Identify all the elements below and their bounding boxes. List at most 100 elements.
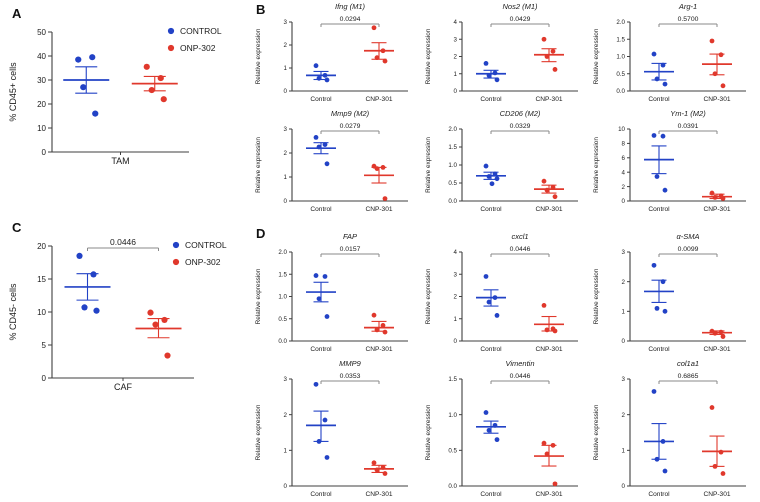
x-category-label: CNP-301 xyxy=(365,346,392,353)
legend-dot xyxy=(172,241,180,249)
x-category-label: Control xyxy=(310,96,332,103)
x-category-label: CNP-301 xyxy=(365,491,392,498)
y-tick-label: 15 xyxy=(37,275,46,284)
legend-label: CONTROL xyxy=(180,26,222,36)
data-point xyxy=(651,133,657,138)
y-axis-title: Relative expression xyxy=(593,268,600,324)
data-point xyxy=(486,73,492,78)
y-axis-title: Relative expression xyxy=(593,137,600,193)
panel-d-mmp9-chart: 0 1 2 3 Relative expression MMP9 0.0353 Control… xyxy=(255,359,408,498)
data-point xyxy=(90,271,97,278)
data-point xyxy=(550,48,556,54)
legend-label: ONP-302 xyxy=(185,257,221,267)
data-point xyxy=(712,463,718,469)
y-tick-label: 20 xyxy=(37,242,46,251)
data-point xyxy=(148,86,155,94)
y-axis-title: Relative expression xyxy=(593,28,600,84)
data-point xyxy=(494,313,500,318)
legend-label: ONP-302 xyxy=(180,43,216,53)
chart-title: α-SMA xyxy=(676,232,699,241)
data-point xyxy=(89,54,96,61)
panel-label-a: A xyxy=(12,6,22,21)
panel-label-c: C xyxy=(12,220,22,235)
data-point xyxy=(552,194,558,200)
data-point xyxy=(374,327,380,333)
data-point xyxy=(712,330,718,336)
y-tick-label: 8 xyxy=(622,141,626,148)
p-value-label: 0.6865 xyxy=(678,373,699,380)
chart-title: Nos2 (M1) xyxy=(502,2,538,11)
y-tick-label: 1 xyxy=(284,448,288,455)
panel-b-cd206-chart: 0.0 0.5 1.0 1.5 2.0 Relative expression CD206 … xyxy=(425,109,578,213)
panel-b-nos2-chart: 0 1 2 3 4 Relative expression Nos2 (M1) 0.0429 C… xyxy=(425,2,578,103)
data-point xyxy=(651,262,657,268)
data-point xyxy=(93,307,100,314)
legend-dot xyxy=(167,27,175,35)
data-point xyxy=(720,196,726,201)
y-axis-title: % CD45+ cells xyxy=(8,62,18,122)
x-category-label: CNP-301 xyxy=(535,96,562,103)
y-tick-label: 2 xyxy=(454,294,458,301)
y-tick-label: 1.0 xyxy=(448,412,457,419)
y-tick-label: 0 xyxy=(622,198,626,205)
data-point xyxy=(541,303,547,308)
y-tick-label: 0.0 xyxy=(616,88,625,95)
chart-title: Ifng (M1) xyxy=(335,2,366,11)
data-point xyxy=(654,305,660,311)
x-category-label: Control xyxy=(648,96,670,103)
y-tick-label: 0.5 xyxy=(616,71,625,78)
data-point xyxy=(380,48,386,54)
x-category-label: TAM xyxy=(111,156,129,166)
panel-b-ym1-chart: 0 2 4 6 8 10 Relative expression Ym-1 (M2) 0.039… xyxy=(593,109,746,213)
y-tick-label: 0 xyxy=(622,338,626,345)
y-tick-label: 2 xyxy=(622,184,626,191)
panel-d-fap-chart: 0.0 0.5 1.0 1.5 2.0 Relative expression FAP 0.0… xyxy=(255,232,408,353)
y-axis-title: Relative expression xyxy=(425,137,432,193)
data-point xyxy=(316,296,322,302)
y-tick-label: 1 xyxy=(454,71,458,78)
y-axis-title: Relative expression xyxy=(593,404,600,460)
data-point xyxy=(709,405,715,410)
y-tick-label: 40 xyxy=(37,52,46,61)
data-point xyxy=(92,110,99,117)
data-point xyxy=(483,274,489,279)
y-axis-title: Relative expression xyxy=(255,268,262,324)
data-point xyxy=(720,83,726,89)
legend-dot xyxy=(172,258,180,266)
chart-title: Mmp9 (M2) xyxy=(331,109,370,118)
data-point xyxy=(371,460,377,466)
data-point xyxy=(382,58,388,64)
data-point xyxy=(494,437,500,443)
panel-d-cxcl1-chart: 0 1 2 3 4 Relative expression cxcl1 0.0446 Contr… xyxy=(425,232,578,353)
y-tick-label: 0 xyxy=(284,88,288,95)
x-category-label: Control xyxy=(310,346,332,353)
data-point xyxy=(483,410,489,415)
y-tick-label: 1 xyxy=(284,174,288,181)
data-point xyxy=(709,190,715,196)
data-point xyxy=(660,439,666,444)
y-tick-label: 0 xyxy=(622,483,626,490)
p-value-label: 0.0294 xyxy=(340,16,361,23)
p-value-label: 0.0391 xyxy=(678,123,699,130)
data-point xyxy=(322,417,328,423)
x-category-label: Control xyxy=(480,491,502,498)
p-value-label: 0.0429 xyxy=(510,16,531,23)
data-point xyxy=(492,422,498,428)
data-point xyxy=(494,77,500,83)
data-point xyxy=(718,449,724,455)
y-tick-label: 3 xyxy=(284,19,288,26)
data-point xyxy=(489,181,495,187)
data-point xyxy=(544,54,550,59)
data-point xyxy=(382,329,388,335)
x-category-label: Control xyxy=(648,206,670,213)
data-point xyxy=(660,62,666,68)
y-tick-label: 0.5 xyxy=(448,448,457,455)
data-point xyxy=(152,321,159,328)
data-point xyxy=(371,312,377,318)
data-point xyxy=(80,84,87,91)
y-axis-title: Relative expression xyxy=(425,404,432,460)
y-tick-label: 0 xyxy=(284,198,288,205)
x-category-label: CNP-301 xyxy=(365,206,392,213)
data-point xyxy=(654,456,660,462)
x-category-label: Control xyxy=(480,96,502,103)
